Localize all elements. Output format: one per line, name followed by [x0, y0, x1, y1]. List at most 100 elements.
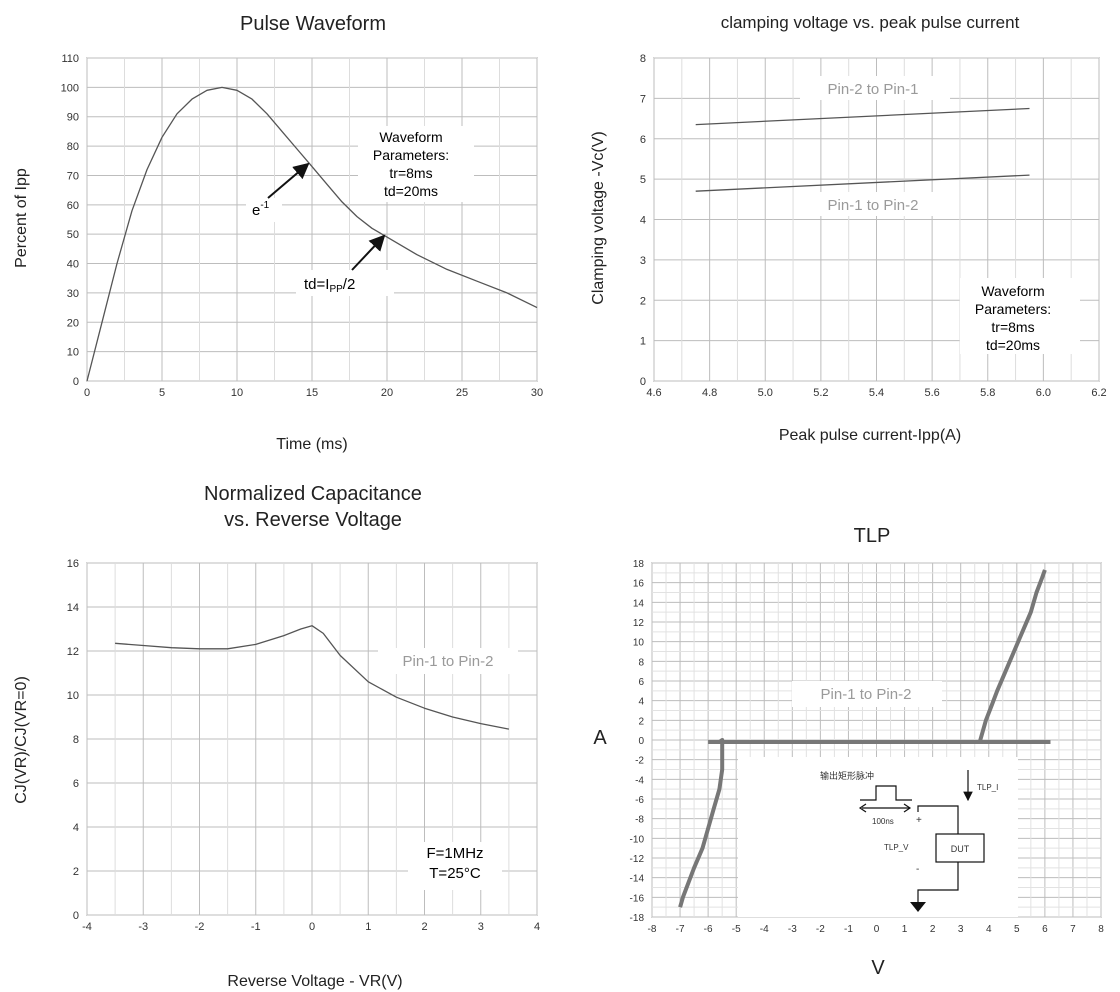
grid	[86, 57, 538, 382]
x-tick-label: 1	[902, 924, 908, 935]
pulse-symbol	[860, 785, 912, 801]
y-tick-label: 16	[67, 558, 79, 570]
params-line-3: tr=8ms	[991, 319, 1034, 335]
chart-title-line-2: vs. Reverse Voltage	[224, 509, 402, 531]
y-axis-label: Clamping voltage -Vc(V)	[590, 131, 607, 304]
y-axis-label: Percent of Ipp	[13, 168, 30, 268]
e-arrow	[267, 162, 310, 199]
x-tick-label: 5	[159, 387, 165, 399]
y-tick-label: 8	[73, 734, 79, 746]
td-label-bg	[296, 270, 394, 296]
x-tick-label: 20	[381, 387, 393, 399]
tick-labels: -8 -7 -6 -5 -4 -3 -2 -1 0 1 2 3 4 5 6 7 8181614121086420…	[630, 559, 1105, 935]
x-tick-label: 4	[534, 921, 540, 933]
y-tick-label: 10	[67, 690, 79, 702]
y-tick-label: 16	[633, 579, 645, 590]
chart-pulse-waveform: Pulse Waveform 0 5 10 15 20 25 30 0 10 20 30 40 50 60…	[13, 13, 543, 453]
series-label-bg	[800, 192, 950, 216]
x-axis-label: Reverse Voltage - VR(V)	[227, 973, 402, 990]
conditions-box	[408, 842, 502, 890]
x-tick-label: 5	[1014, 924, 1020, 935]
x-tick-label: 25	[456, 387, 468, 399]
y-tick-label: -14	[630, 874, 645, 885]
series-line	[115, 625, 510, 730]
x-tick-label: 5.4	[869, 387, 884, 399]
y-tick-label: 7	[640, 93, 646, 105]
y-tick-label: 100	[61, 82, 79, 94]
y-tick-label: -8	[635, 815, 644, 826]
inset-title: 输出矩形脉冲	[820, 770, 874, 781]
y-tick-label: 110	[61, 53, 79, 65]
params-line-2: Parameters:	[373, 147, 449, 163]
x-tick-label: 0	[874, 924, 880, 935]
e-label-bg	[246, 198, 282, 222]
grid	[86, 562, 538, 916]
x-axis-label: V	[871, 957, 885, 979]
plus-label: +	[916, 815, 922, 826]
series-line	[695, 174, 1030, 192]
y-tick-label: -12	[630, 854, 645, 865]
y-axis-label: A	[593, 727, 607, 749]
x-tick-label: 6	[1042, 924, 1048, 935]
x-tick-label: 4	[986, 924, 992, 935]
y-tick-label: 6	[640, 134, 646, 146]
x-tick-label: -2	[816, 924, 825, 935]
inset-wires	[917, 805, 959, 902]
x-tick-label: -3	[788, 924, 797, 935]
x-tick-label: 3	[958, 924, 964, 935]
minus-label: -	[916, 864, 919, 875]
params-line-3: tr=8ms	[389, 165, 432, 181]
y-tick-label: 14	[67, 602, 79, 614]
y-tick-label: 20	[67, 317, 79, 329]
e-label: e-1	[252, 200, 270, 219]
chart-clamping-voltage: clamping voltage vs. peak pulse current …	[590, 13, 1107, 444]
td-label: td=IPP/2	[304, 276, 355, 295]
chart-title: Pulse Waveform	[240, 13, 386, 35]
params-line-1: Waveform	[379, 129, 442, 145]
y-tick-label: 12	[67, 646, 79, 658]
y-tick-label: -10	[630, 834, 645, 845]
x-tick-label: 2	[421, 921, 427, 933]
y-tick-label: -2	[635, 756, 644, 767]
x-tick-label: 5.0	[758, 387, 773, 399]
y-tick-label: -16	[630, 893, 645, 904]
y-tick-label: 60	[67, 200, 79, 212]
y-tick-label: 90	[67, 112, 79, 124]
params-box	[358, 126, 474, 202]
chart-title: TLP	[854, 525, 891, 547]
x-tick-label: 8	[1098, 924, 1104, 935]
x-tick-label: -3	[138, 921, 148, 933]
y-tick-label: 2	[638, 716, 644, 727]
x-tick-label: -6	[704, 924, 713, 935]
params-line-4: td=20ms	[986, 337, 1040, 353]
x-tick-label: 5.6	[924, 387, 939, 399]
chart-title-line-1: Normalized Capacitance	[204, 483, 422, 505]
x-tick-label: 7	[1070, 924, 1076, 935]
ground-symbol	[910, 902, 926, 912]
tick-labels: 0 5 10 15 20 25 30 0 10 20 30 40 50 60 70 80 90 100 110	[61, 53, 543, 399]
y-tick-label: 14	[633, 598, 645, 609]
y-tick-label: 4	[638, 697, 644, 708]
x-tick-label: 0	[309, 921, 315, 933]
y-tick-label: 50	[67, 229, 79, 241]
x-tick-label: 3	[478, 921, 484, 933]
tlp-i-label: TLP_I	[977, 783, 998, 792]
chart-title: clamping voltage vs. peak pulse current	[721, 13, 1020, 32]
y-tick-label: 2	[73, 866, 79, 878]
params-line-1: Waveform	[981, 283, 1044, 299]
x-tick-label: 10	[231, 387, 243, 399]
series-label-pin1-pin2: Pin-1 to Pin-2	[403, 653, 494, 670]
y-tick-label: 0	[640, 376, 646, 388]
y-tick-label: 10	[67, 347, 79, 359]
y-tick-label: 10	[633, 638, 645, 649]
tlp-negative-branch	[678, 738, 725, 908]
tlp-circuit-inset: 输出矩形脉冲 100ns + - TLP_V TLP_I DUT	[738, 757, 1018, 917]
y-tick-label: -18	[630, 913, 645, 924]
y-tick-label: 4	[73, 822, 79, 834]
series	[115, 625, 510, 730]
y-tick-label: 3	[640, 255, 646, 267]
tick-labels: 4.6 4.8 5.0 5.2 5.4 5.6 5.8 6.0 6.2 0 1 2 3 4 5 6 7 8	[640, 53, 1107, 399]
x-tick-label: 1	[365, 921, 371, 933]
y-tick-label: 18	[633, 559, 645, 570]
